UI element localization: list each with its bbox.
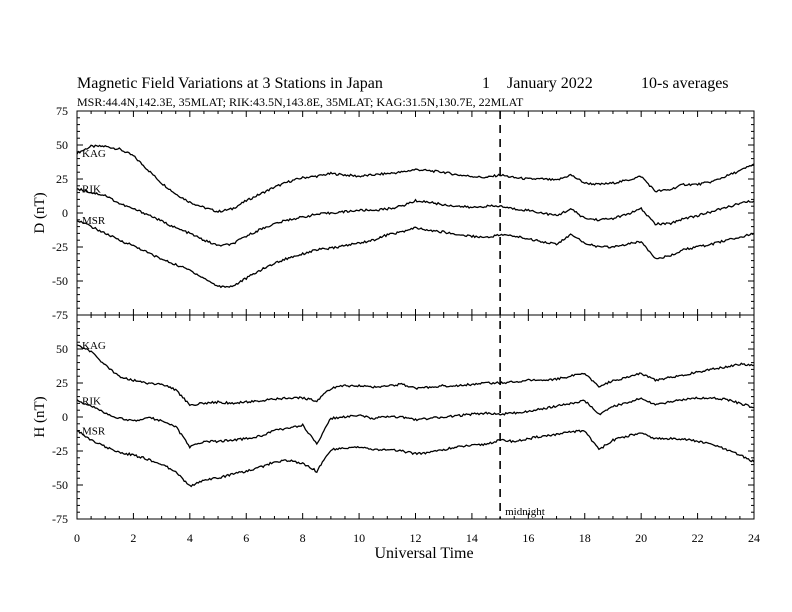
- x-tick-label: 20: [635, 531, 647, 545]
- y-tick-label: 25: [56, 172, 68, 186]
- x-tick-label: 24: [748, 531, 760, 545]
- chart-date-day: 1: [482, 75, 490, 92]
- station-label-D-kag: KAG: [82, 148, 106, 160]
- station-label-D-rik: RIK: [82, 184, 101, 196]
- y-tick-label: -75: [52, 308, 68, 322]
- series-line-D-kag: [76, 144, 755, 214]
- y-tick-label: -50: [52, 478, 68, 492]
- y-tick-label: 25: [56, 376, 68, 390]
- x-tick-label: 18: [579, 531, 591, 545]
- chart-date: January 2022: [507, 75, 593, 92]
- y-tick-label: -75: [52, 512, 68, 526]
- panel-H: 50 25 0 -25 -50 -75 H (nT) KAG RIK MSR: [32, 314, 755, 526]
- series-line-D-msr: [76, 220, 755, 289]
- y-axis-label-D: D (nT): [32, 192, 48, 233]
- series-line-H-kag: [76, 344, 755, 407]
- y-tick-label: 0: [62, 206, 68, 220]
- panel-frame-D: [76, 110, 755, 316]
- y-tick-label: -25: [52, 240, 68, 254]
- x-tick-label: 6: [243, 531, 249, 545]
- chart-title: Magnetic Field Variations at 3 Stations …: [77, 75, 383, 92]
- y-axis-label-H: H (nT): [32, 396, 48, 437]
- station-label-H-msr: MSR: [82, 426, 106, 438]
- x-tick-label: 2: [130, 531, 136, 545]
- midnight-label: midnight: [505, 506, 545, 518]
- panel-frame-H: [76, 314, 755, 520]
- y-tick-label: 50: [56, 138, 68, 152]
- y-tick-label: 75: [56, 104, 68, 118]
- chart-subtitle: MSR:44.4N,142.3E, 35MLAT; RIK:43.5N,143.…: [77, 95, 524, 109]
- x-tick-label: 14: [466, 531, 478, 545]
- x-tick-label: 4: [187, 531, 193, 545]
- y-tick-label: 0: [62, 410, 68, 424]
- x-tick-label: 10: [353, 531, 365, 545]
- series-line-H-msr: [76, 429, 755, 488]
- x-tick-label: 16: [522, 531, 534, 545]
- station-label-H-kag: KAG: [82, 340, 106, 352]
- station-label-D-msr: MSR: [82, 215, 106, 227]
- x-tick-label: 12: [410, 531, 422, 545]
- series-line-H-rik: [76, 396, 754, 449]
- x-tick-label: 0: [74, 531, 80, 545]
- x-tick-label: 8: [300, 531, 306, 545]
- station-label-H-rik: RIK: [82, 396, 101, 408]
- series-line-D-rik: [76, 187, 755, 247]
- chart-averaging: 10-s averages: [641, 75, 729, 92]
- panel-D: 75 50 25 0 -25 -50 -75 D (nT) KAG RIK MSR: [32, 104, 755, 322]
- x-axis-label: Universal Time: [374, 545, 473, 562]
- y-tick-label: -25: [52, 444, 68, 458]
- y-tick-label: 50: [56, 342, 68, 356]
- y-tick-label: -50: [52, 274, 68, 288]
- x-tick-label: 22: [692, 531, 704, 545]
